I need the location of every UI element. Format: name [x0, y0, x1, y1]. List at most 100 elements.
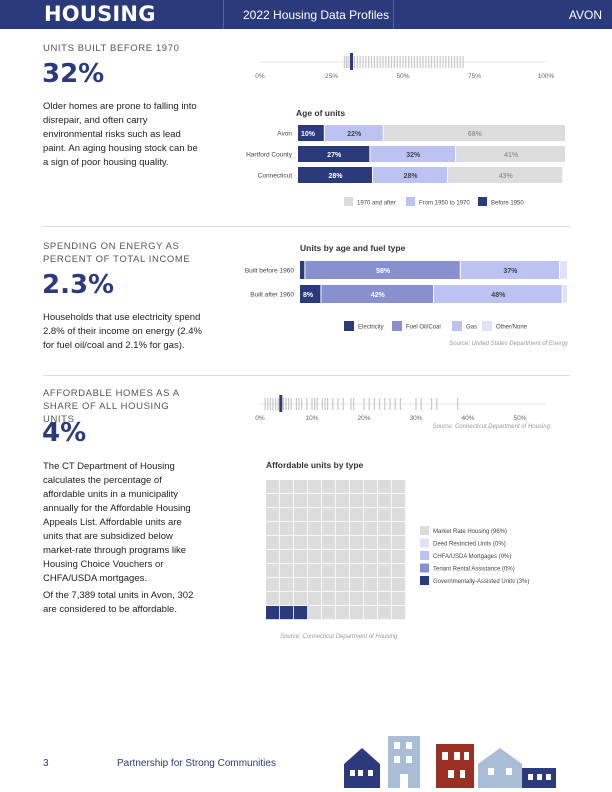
bar-segment	[370, 146, 456, 162]
bar-segment	[559, 261, 567, 279]
strip-axis-label: 100%	[538, 73, 555, 80]
strip-tick-other	[373, 56, 375, 68]
strip-axis-label: 30%	[409, 415, 422, 422]
energy-spending-value: 2.3%	[42, 270, 115, 300]
waffle-cell	[308, 480, 322, 494]
waffle-cell	[364, 592, 378, 606]
bar-value-label: 10%	[301, 131, 316, 138]
section-title: HOUSING	[44, 2, 156, 26]
strip-tick-other	[439, 56, 441, 68]
bar-value-label: 68%	[468, 131, 483, 138]
waffle-cell	[378, 592, 392, 606]
waffle-cell	[294, 508, 308, 522]
waffle-cell	[392, 550, 406, 564]
strip-tick-other	[419, 56, 421, 68]
strip-tick-other	[269, 398, 271, 410]
bar-value-label: 22%	[347, 131, 362, 138]
waffle-cell	[266, 606, 280, 620]
legend-label: Tenant Rental Assistance (0%)	[433, 567, 515, 573]
bar-value-label: 58%	[376, 268, 391, 275]
waffle-cell	[336, 536, 350, 550]
strip-tick-other	[431, 398, 433, 410]
strip-tick-other	[416, 56, 418, 68]
legend-label: Electricity	[358, 325, 384, 331]
strip-tick-other	[385, 56, 387, 68]
strip-tick-other	[356, 56, 358, 68]
bar-category-label: Hartford County	[246, 152, 293, 159]
energy-spending-text: Households that use electricity spend 2.…	[43, 312, 202, 351]
waffle-cell	[364, 480, 378, 494]
legend-swatch	[452, 321, 462, 331]
strip-tick-other	[363, 398, 365, 410]
strip-axis-label: 75%	[468, 73, 481, 80]
section-divider	[43, 375, 570, 376]
strip-tick-other	[420, 398, 422, 410]
waffle-cell	[336, 564, 350, 578]
bar-segment	[434, 285, 562, 303]
strip-tick-other	[290, 398, 292, 410]
waffle-cell	[308, 536, 322, 550]
strip-tick-other	[428, 56, 430, 68]
strip-tick-other	[399, 56, 401, 68]
strip-tick-other	[442, 56, 444, 68]
waffle-cell	[336, 592, 350, 606]
strip-axis-label: 0%	[255, 415, 265, 422]
legend-label: 1970 and after	[357, 201, 396, 207]
bar-segment	[305, 261, 460, 279]
strip-tick-other	[314, 398, 316, 410]
strip-tick-other	[379, 56, 381, 68]
strip-axis-label: 0%	[255, 73, 265, 80]
bar-value-label: 37%	[503, 268, 518, 275]
strip-tick-other	[399, 398, 401, 410]
bar-segment	[321, 285, 433, 303]
legend-swatch	[478, 197, 487, 206]
legend-label: Market Rate Housing (96%)	[433, 529, 507, 535]
bar-value-label: 27%	[327, 152, 342, 159]
waffle-cell	[280, 592, 294, 606]
strip-tick-other	[353, 398, 355, 410]
waffle-cell	[378, 494, 392, 508]
strip-tick-other	[390, 56, 393, 68]
legend-swatch	[420, 526, 429, 535]
waffle-cell	[392, 578, 406, 592]
waffle-cell	[378, 578, 392, 592]
strip-tick-other	[350, 398, 352, 410]
waffle-cell	[378, 480, 392, 494]
waffle-cell	[392, 564, 406, 578]
bar-segment	[300, 285, 321, 303]
waffle-cell	[294, 480, 308, 494]
bar-segment	[383, 125, 565, 141]
waffle-cell	[266, 592, 280, 606]
bar-segment	[562, 285, 567, 303]
waffle-cell	[336, 494, 350, 508]
fuel-type-chart: Units by age and fuel type Built before 1…	[245, 243, 569, 347]
waffle-cell	[392, 494, 406, 508]
strip-tick-other	[384, 398, 386, 410]
age-of-units-chart: Age of units Avon 10% 22% 68% Hartford County…	[246, 108, 565, 207]
waffle-cell	[378, 522, 392, 536]
waffle-cell	[378, 536, 392, 550]
strip-tick-other	[332, 398, 334, 410]
strip-tick-other	[316, 398, 318, 410]
waffle-cell	[308, 606, 322, 620]
strip-tick-other	[272, 398, 274, 410]
waffle-cell	[294, 522, 308, 536]
strip-axis-label: 25%	[325, 73, 338, 80]
waffle-cell	[280, 564, 294, 578]
strip-tick-other	[408, 56, 410, 68]
houses-logo	[344, 736, 556, 788]
legend-label: Before 1950	[491, 201, 524, 207]
strip-tick-other	[301, 398, 303, 410]
header-divider	[393, 0, 394, 29]
page-number: 3	[43, 758, 49, 769]
bar-segment	[324, 125, 383, 141]
strip-tick-other	[402, 56, 404, 68]
strip-tick-other	[413, 56, 416, 68]
units-before-1970-text: Older homes are prone to falling into di…	[43, 101, 198, 168]
page-header: HOUSING 2022 Housing Data Profiles AVON	[0, 0, 612, 29]
waffle-cell	[392, 522, 406, 536]
strip-axis-label: 50%	[396, 73, 409, 80]
bar-value-label: 32%	[406, 152, 421, 159]
strip-tick-other	[436, 56, 438, 68]
strip-axis-label: 50%	[513, 415, 526, 422]
